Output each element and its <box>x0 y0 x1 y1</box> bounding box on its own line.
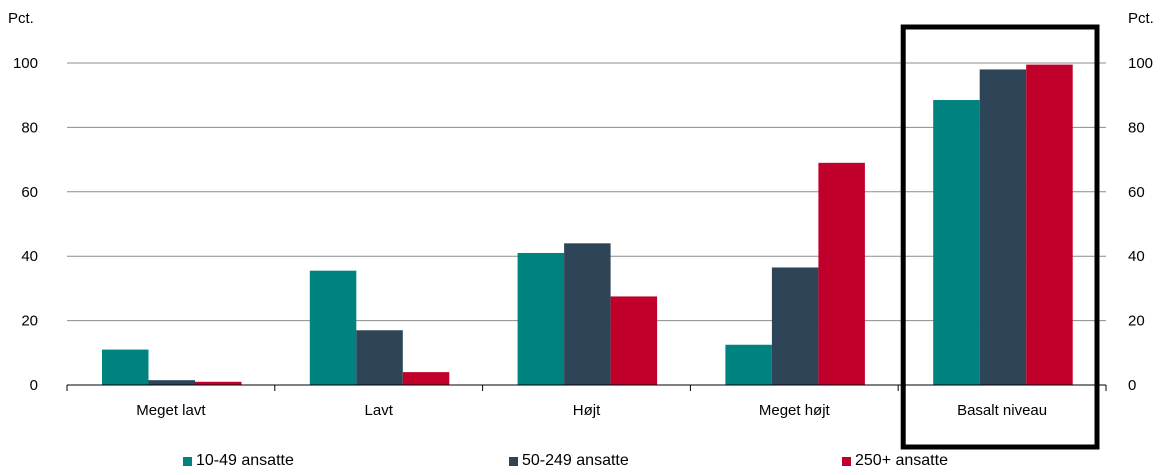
bar-3-1 <box>195 381 242 385</box>
bar-3-3 <box>610 296 658 385</box>
legend-item-10-49: 10-49 ansatte <box>183 452 294 470</box>
legend-swatch <box>509 456 518 466</box>
bar-3-5 <box>1026 64 1073 386</box>
highlight-box <box>900 24 1100 450</box>
right-y-tick-label: 60 <box>1128 184 1145 201</box>
left-y-tick-label: 100 <box>13 55 38 72</box>
legend-item-250-plus: 250+ ansatte <box>842 452 948 470</box>
left-y-tick-label: 80 <box>21 119 38 136</box>
bar-1-5 <box>933 100 980 385</box>
left-y-tick-label: 40 <box>21 248 38 265</box>
right-y-axis-ticks: 0 20 40 60 80 100 <box>1128 55 1153 394</box>
bar-1-4 <box>725 344 772 385</box>
left-y-axis-ticks: 0 20 40 60 80 100 <box>13 55 38 394</box>
bar-chart: 0 20 40 60 80 100 0 20 40 60 80 100 Meget lavt Lavt… <box>8 10 1154 450</box>
bar-1-2 <box>309 270 357 385</box>
legend: 10-49 ansatte 50-249 ansatte 250+ ansatt… <box>0 452 1169 475</box>
right-y-tick-label: 0 <box>1128 377 1136 394</box>
bar-2-2 <box>356 330 403 385</box>
legend-label: 250+ ansatte <box>855 452 948 469</box>
bar-3-2 <box>402 372 450 385</box>
bar-1-1 <box>102 349 149 385</box>
legend-swatch <box>842 456 851 466</box>
category-label: Højt <box>573 402 601 419</box>
category-labels: Meget lavt Lavt Højt Meget højt Basalt nivea… <box>136 402 1047 419</box>
right-y-tick-label: 80 <box>1128 119 1145 136</box>
bar-3-4 <box>818 162 865 385</box>
right-y-tick-label: 40 <box>1128 248 1145 265</box>
category-label: Lavt <box>365 402 394 419</box>
bar-2-4 <box>771 267 819 385</box>
category-label: Basalt niveau <box>957 402 1047 419</box>
right-y-tick-label: 100 <box>1128 55 1153 72</box>
category-label: Meget lavt <box>136 402 206 419</box>
axes <box>66 384 1107 391</box>
bars <box>102 64 1073 386</box>
bar-2-3 <box>564 243 611 385</box>
left-y-tick-label: 60 <box>21 184 38 201</box>
left-y-axis-unit: Pct. <box>8 10 34 27</box>
right-y-axis-unit: Pct. <box>1128 10 1154 27</box>
left-y-tick-label: 0 <box>30 377 38 394</box>
legend-swatch <box>183 456 192 466</box>
category-label: Meget højt <box>759 402 831 419</box>
legend-label: 10-49 ansatte <box>196 452 294 469</box>
left-y-tick-label: 20 <box>21 313 38 330</box>
gridlines <box>67 62 1106 322</box>
bar-2-5 <box>979 69 1027 385</box>
legend-item-50-249: 50-249 ansatte <box>509 452 629 470</box>
bar-2-1 <box>148 380 195 385</box>
bar-1-3 <box>517 252 565 385</box>
right-y-tick-label: 20 <box>1128 313 1145 330</box>
legend-label: 50-249 ansatte <box>522 452 629 469</box>
